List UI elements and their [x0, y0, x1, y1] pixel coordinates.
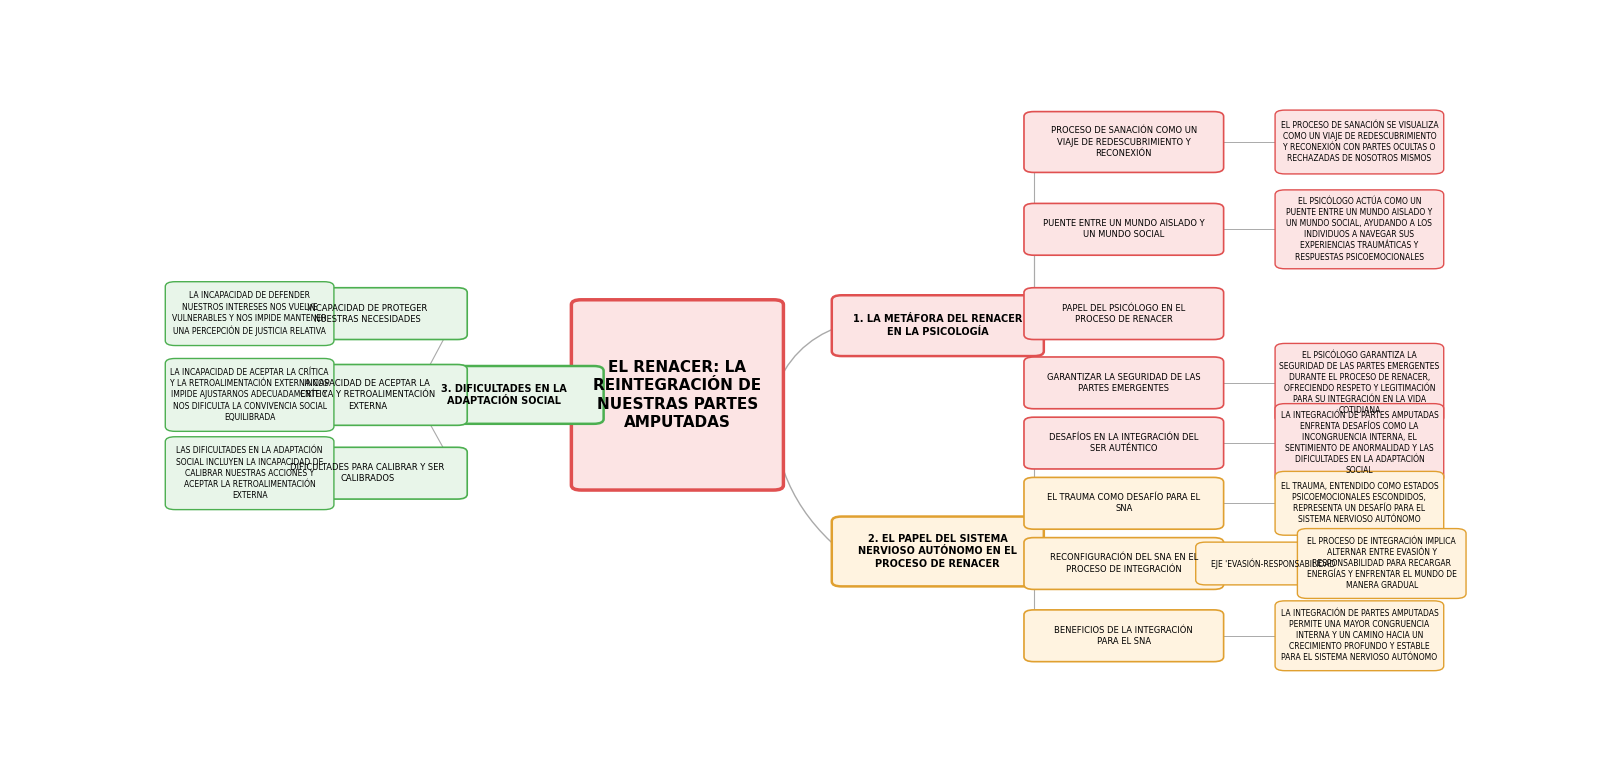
Text: GARANTIZAR LA SEGURIDAD DE LAS
PARTES EMERGENTES: GARANTIZAR LA SEGURIDAD DE LAS PARTES EM… — [1046, 373, 1200, 393]
FancyBboxPatch shape — [403, 366, 603, 424]
Text: LAS DIFICULTADES EN LA ADAPTACIÓN
SOCIAL INCLUYEN LA INCAPACIDAD DE
CALIBRAR NUE: LAS DIFICULTADES EN LA ADAPTACIÓN SOCIAL… — [176, 447, 323, 500]
Text: INCAPACIDAD DE ACEPTAR LA
CRÍTICA Y RETROALIMENTACIÓN
EXTERNA: INCAPACIDAD DE ACEPTAR LA CRÍTICA Y RETR… — [299, 379, 435, 411]
FancyBboxPatch shape — [1275, 472, 1443, 535]
Text: EL PROCESO DE INTEGRACIÓN IMPLICA
ALTERNAR ENTRE EVASIÓN Y
RESPONSABILIDAD PARA : EL PROCESO DE INTEGRACIÓN IMPLICA ALTERN… — [1307, 536, 1456, 590]
FancyBboxPatch shape — [1275, 343, 1443, 422]
FancyBboxPatch shape — [165, 437, 334, 510]
Text: EL PSICÓLOGO ACTÚA COMO UN
PUENTE ENTRE UN MUNDO AISLADO Y
UN MUNDO SOCIAL, AYUD: EL PSICÓLOGO ACTÚA COMO UN PUENTE ENTRE … — [1286, 197, 1432, 261]
FancyBboxPatch shape — [832, 296, 1043, 356]
Text: 1. LA METÁFORA DEL RENACER
EN LA PSICOLOGÍA: 1. LA METÁFORA DEL RENACER EN LA PSICOLO… — [853, 314, 1022, 337]
Text: EJE 'EVASIÓN-RESPONSABILIDAD': EJE 'EVASIÓN-RESPONSABILIDAD' — [1211, 558, 1338, 569]
Text: PUENTE ENTRE UN MUNDO AISLADO Y
UN MUNDO SOCIAL: PUENTE ENTRE UN MUNDO AISLADO Y UN MUNDO… — [1043, 219, 1205, 239]
FancyBboxPatch shape — [1024, 537, 1224, 590]
FancyBboxPatch shape — [1275, 404, 1443, 482]
FancyBboxPatch shape — [1024, 417, 1224, 469]
Text: EL PSICÓLOGO GARANTIZA LA
SEGURIDAD DE LAS PARTES EMERGENTES
DURANTE EL PROCESO : EL PSICÓLOGO GARANTIZA LA SEGURIDAD DE L… — [1280, 350, 1440, 415]
FancyBboxPatch shape — [1275, 110, 1443, 174]
Text: DIFICULTADES PARA CALIBRAR Y SER
CALIBRADOS: DIFICULTADES PARA CALIBRAR Y SER CALIBRA… — [290, 463, 445, 483]
Text: LA INTEGRACIÓN DE PARTES AMPUTADAS
ENFRENTA DESAFÍOS COMO LA
INCONGRUENCIA INTER: LA INTEGRACIÓN DE PARTES AMPUTADAS ENFRE… — [1280, 411, 1438, 475]
FancyBboxPatch shape — [1024, 288, 1224, 339]
Text: INCAPACIDAD DE PROTEGER
NUESTRAS NECESIDADES: INCAPACIDAD DE PROTEGER NUESTRAS NECESID… — [307, 303, 427, 324]
Text: LA INCAPACIDAD DE ACEPTAR LA CRÍTICA
Y LA RETROALIMENTACIÓN EXTERNA NOS
IMPIDE A: LA INCAPACIDAD DE ACEPTAR LA CRÍTICA Y L… — [170, 368, 330, 421]
FancyBboxPatch shape — [1275, 601, 1443, 671]
FancyBboxPatch shape — [1195, 542, 1352, 585]
Text: EL TRAUMA COMO DESAFÍO PARA EL
SNA: EL TRAUMA COMO DESAFÍO PARA EL SNA — [1048, 493, 1200, 513]
FancyBboxPatch shape — [267, 364, 467, 425]
FancyBboxPatch shape — [165, 358, 334, 432]
Text: LA INCAPACIDAD DE DEFENDER
NUESTROS INTERESES NOS VUELVE
VULNERABLES Y NOS IMPID: LA INCAPACIDAD DE DEFENDER NUESTROS INTE… — [173, 292, 326, 335]
Text: BENEFICIOS DE LA INTEGRACIÓN
PARA EL SNA: BENEFICIOS DE LA INTEGRACIÓN PARA EL SNA — [1054, 626, 1194, 646]
FancyBboxPatch shape — [1024, 203, 1224, 255]
FancyBboxPatch shape — [267, 288, 467, 339]
Text: LA INTEGRACIÓN DE PARTES AMPUTADAS
PERMITE UNA MAYOR CONGRUENCIA
INTERNA Y UN CA: LA INTEGRACIÓN DE PARTES AMPUTADAS PERMI… — [1280, 609, 1438, 662]
FancyBboxPatch shape — [1024, 477, 1224, 529]
Text: 3. DIFICULTADES EN LA
ADAPTACIÓN SOCIAL: 3. DIFICULTADES EN LA ADAPTACIÓN SOCIAL — [442, 384, 566, 406]
FancyBboxPatch shape — [165, 282, 334, 346]
Text: PROCESO DE SANACIÓN COMO UN
VIAJE DE REDESCUBRIMIENTO Y
RECONEXIÓN: PROCESO DE SANACIÓN COMO UN VIAJE DE RED… — [1051, 127, 1197, 158]
Text: 2. EL PAPEL DEL SISTEMA
NERVIOSO AUTÓNOMO EN EL
PROCESO DE RENACER: 2. EL PAPEL DEL SISTEMA NERVIOSO AUTÓNOM… — [858, 534, 1018, 569]
FancyBboxPatch shape — [832, 517, 1043, 586]
Text: EL RENACER: LA
REINTEGRACIÓN DE
NUESTRAS PARTES
AMPUTADAS: EL RENACER: LA REINTEGRACIÓN DE NUESTRAS… — [594, 360, 762, 430]
FancyBboxPatch shape — [1298, 529, 1466, 598]
FancyBboxPatch shape — [571, 300, 784, 490]
FancyBboxPatch shape — [1024, 112, 1224, 172]
FancyBboxPatch shape — [1024, 357, 1224, 409]
FancyBboxPatch shape — [1024, 610, 1224, 662]
Text: RECONFIGURACIÓN DEL SNA EN EL
PROCESO DE INTEGRACIÓN: RECONFIGURACIÓN DEL SNA EN EL PROCESO DE… — [1050, 554, 1198, 573]
FancyBboxPatch shape — [1275, 190, 1443, 269]
FancyBboxPatch shape — [267, 447, 467, 499]
Text: PAPEL DEL PSICÓLOGO EN EL
PROCESO DE RENACER: PAPEL DEL PSICÓLOGO EN EL PROCESO DE REN… — [1062, 303, 1186, 324]
Text: EL PROCESO DE SANACIÓN SE VISUALIZA
COMO UN VIAJE DE REDESCUBRIMIENTO
Y RECONEXI: EL PROCESO DE SANACIÓN SE VISUALIZA COMO… — [1280, 121, 1438, 163]
Text: EL TRAUMA, ENTENDIDO COMO ESTADOS
PSICOEMOCIONALES ESCONDIDOS,
REPRESENTA UN DES: EL TRAUMA, ENTENDIDO COMO ESTADOS PSICOE… — [1280, 482, 1438, 525]
Text: DESAFÍOS EN LA INTEGRACIÓN DEL
SER AUTÉNTICO: DESAFÍOS EN LA INTEGRACIÓN DEL SER AUTÉN… — [1050, 433, 1198, 453]
